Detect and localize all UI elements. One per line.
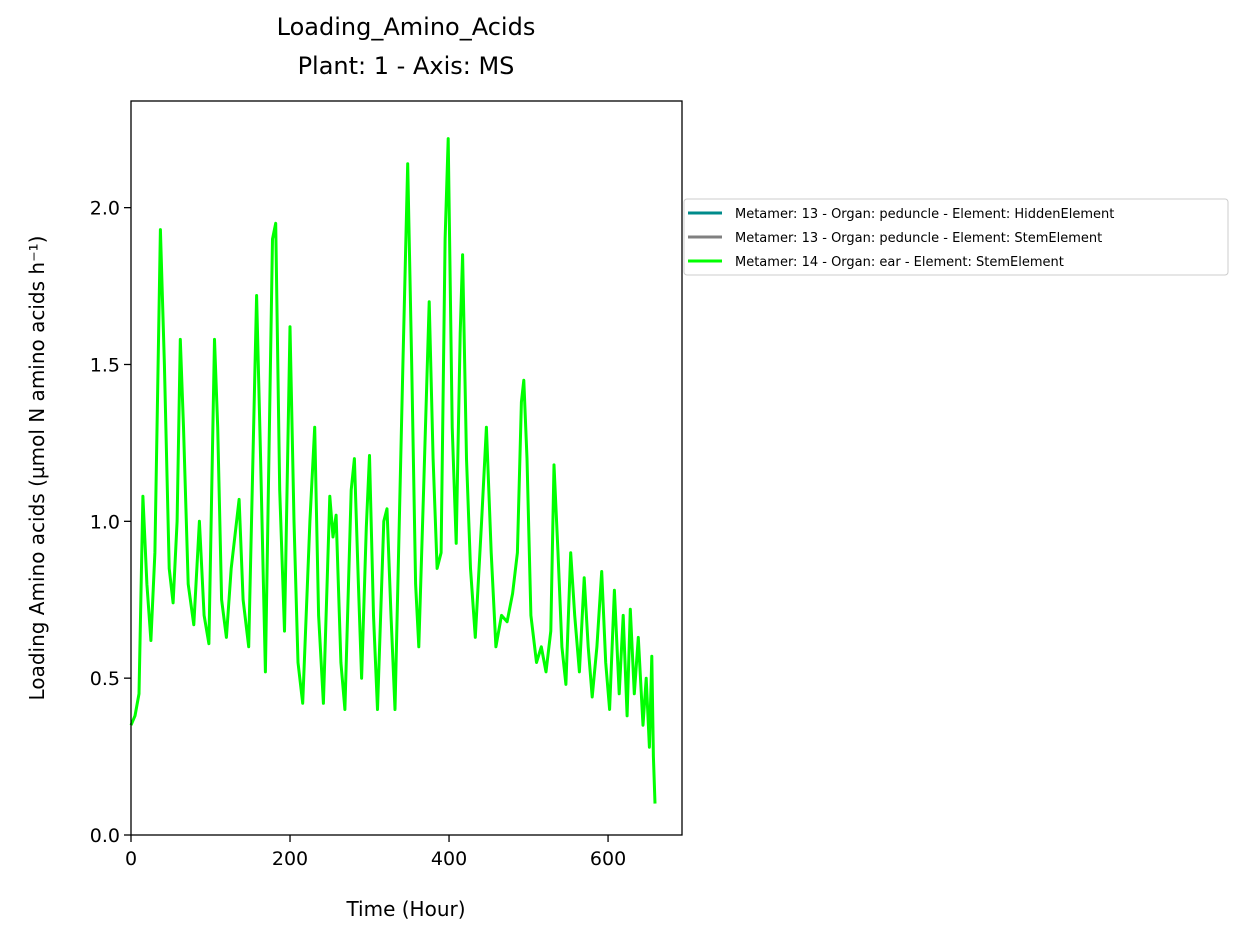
plot-frame (130, 100, 683, 836)
y-tick-label: 1.0 (90, 511, 120, 533)
legend-label: Metamer: 13 - Organ: peduncle - Element:… (735, 207, 1114, 222)
x-axis-label: Time (Hour) (345, 897, 465, 921)
y-tick-label: 0.5 (90, 668, 120, 690)
y-tick-label: 0.0 (90, 825, 120, 847)
legend-label: Metamer: 13 - Organ: peduncle - Element:… (735, 231, 1102, 246)
x-tick-label: 600 (590, 848, 626, 870)
x-tick-label: 200 (272, 848, 308, 870)
y-tick-label: 1.5 (90, 354, 120, 376)
legend-label: Metamer: 14 - Organ: ear - Element: Stem… (735, 255, 1064, 270)
y-axis-label: Loading Amino acids (µmol N amino acids … (25, 236, 49, 701)
chart-title: Loading_Amino_Acids (277, 13, 536, 41)
x-tick-label: 0 (125, 848, 137, 870)
y-tick-label: 2.0 (90, 198, 120, 220)
legend: Metamer: 13 - Organ: peduncle - Element:… (683, 198, 1229, 276)
x-tick-label: 400 (431, 848, 467, 870)
data-line (129, 137, 657, 804)
legend-box (683, 198, 1229, 276)
chart-subtitle: Plant: 1 - Axis: MS (298, 52, 515, 80)
